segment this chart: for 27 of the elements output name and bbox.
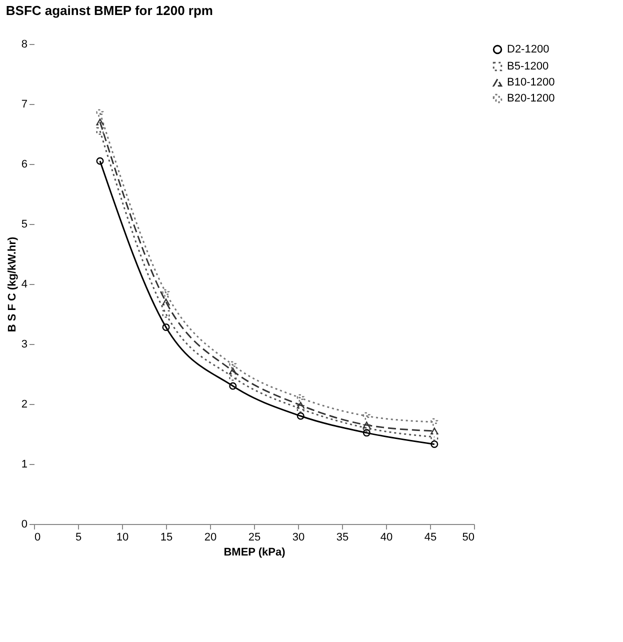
x-tick-label: 10 bbox=[116, 532, 129, 544]
legend-label: B20-1200 bbox=[507, 92, 555, 104]
x-tick-label: 45 bbox=[424, 532, 437, 544]
y-tick-label: 4 bbox=[21, 278, 28, 290]
y-tick-label: 8 bbox=[21, 38, 28, 50]
y-axis-title: B S F C (kg/kW.hr) bbox=[6, 236, 18, 332]
y-tick-label: 3 bbox=[21, 338, 28, 350]
x-tick-label: 40 bbox=[380, 532, 393, 544]
y-tick-label: 2 bbox=[21, 398, 28, 410]
x-axis-title: BMEP (kPa) bbox=[224, 546, 286, 558]
legend-label: B5-1200 bbox=[507, 60, 549, 72]
y-tick-label: 7 bbox=[21, 98, 28, 110]
legend-label: B10-1200 bbox=[507, 76, 555, 88]
x-tick-label: 20 bbox=[204, 532, 217, 544]
legend-label: D2-1200 bbox=[507, 44, 550, 56]
x-tick-label: 30 bbox=[292, 532, 305, 544]
x-tick-label: 0 bbox=[34, 532, 41, 544]
x-tick-label: 50 bbox=[462, 532, 474, 544]
x-tick-label: 5 bbox=[75, 532, 82, 544]
y-tick-label: 6 bbox=[21, 158, 28, 170]
y-tick-label: 5 bbox=[21, 218, 28, 230]
x-tick-label: 35 bbox=[336, 532, 349, 544]
chart-title: BSFC against BMEP for 1200 rpm bbox=[6, 3, 213, 18]
y-tick-label: 1 bbox=[21, 458, 28, 470]
x-tick-label: 25 bbox=[248, 532, 261, 544]
x-tick-label: 15 bbox=[160, 532, 173, 544]
y-tick-label: 0 bbox=[21, 518, 28, 530]
